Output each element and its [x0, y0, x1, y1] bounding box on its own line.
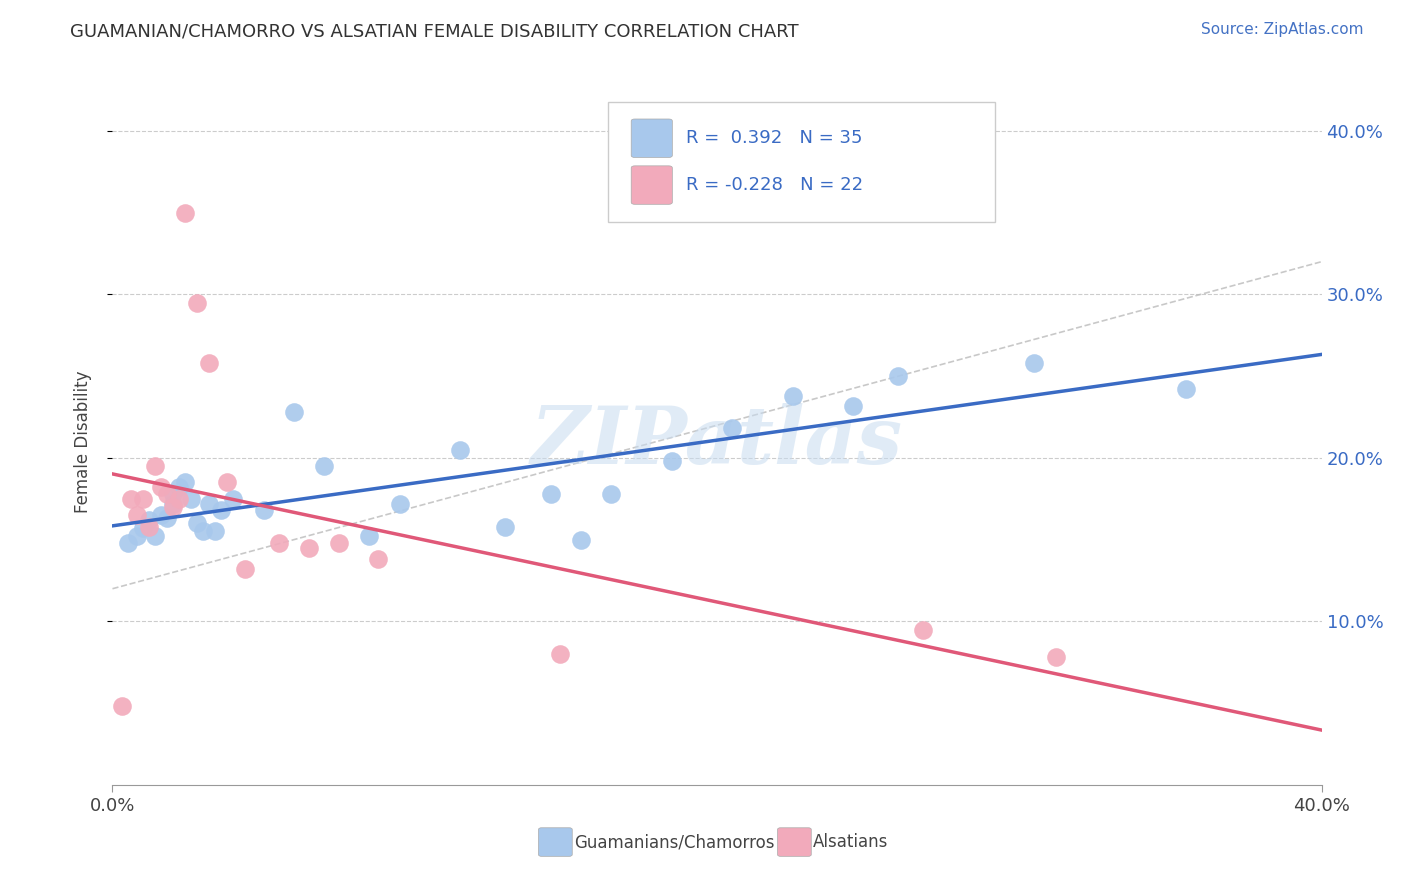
- Point: [120, 491, 142, 506]
- Point: [267, 536, 290, 550]
- Point: [1024, 356, 1046, 370]
- Y-axis label: Female Disability: Female Disability: [73, 370, 91, 513]
- Point: [298, 541, 321, 555]
- Point: [138, 519, 160, 533]
- Point: [217, 475, 239, 490]
- Point: [359, 529, 381, 543]
- Point: [162, 497, 184, 511]
- Point: [1174, 382, 1197, 396]
- Text: Alsatians: Alsatians: [813, 833, 889, 851]
- Point: [167, 480, 190, 494]
- Point: [162, 500, 184, 514]
- Point: [125, 508, 148, 523]
- Point: [253, 503, 276, 517]
- Point: [449, 442, 471, 457]
- Point: [548, 647, 571, 661]
- Point: [117, 536, 139, 550]
- Point: [156, 511, 179, 525]
- Point: [314, 458, 336, 473]
- Point: [328, 536, 350, 550]
- Point: [721, 421, 744, 435]
- Point: [132, 521, 155, 535]
- Point: [209, 503, 232, 517]
- FancyBboxPatch shape: [631, 166, 672, 204]
- Point: [600, 487, 623, 501]
- Point: [204, 524, 226, 539]
- Point: [782, 389, 804, 403]
- Point: [162, 487, 184, 501]
- Point: [222, 491, 245, 506]
- Text: Guamanians/Chamorros: Guamanians/Chamorros: [574, 833, 775, 851]
- Point: [174, 475, 197, 490]
- Point: [367, 552, 389, 566]
- Point: [138, 513, 160, 527]
- Text: R =  0.392   N = 35: R = 0.392 N = 35: [686, 129, 862, 147]
- Point: [198, 356, 221, 370]
- Point: [149, 508, 172, 523]
- Point: [186, 295, 208, 310]
- Point: [125, 529, 148, 543]
- Text: GUAMANIAN/CHAMORRO VS ALSATIAN FEMALE DISABILITY CORRELATION CHART: GUAMANIAN/CHAMORRO VS ALSATIAN FEMALE DI…: [70, 22, 799, 40]
- Point: [661, 454, 683, 468]
- Point: [1045, 650, 1067, 665]
- Point: [174, 205, 197, 219]
- Point: [156, 487, 179, 501]
- Point: [495, 519, 517, 533]
- FancyBboxPatch shape: [631, 119, 672, 158]
- Point: [283, 405, 305, 419]
- Point: [191, 524, 214, 539]
- Point: [842, 399, 865, 413]
- FancyBboxPatch shape: [609, 102, 995, 222]
- Point: [132, 491, 155, 506]
- Text: ZIPatlas: ZIPatlas: [531, 403, 903, 480]
- Point: [235, 562, 257, 576]
- Point: [198, 497, 221, 511]
- Point: [569, 533, 592, 547]
- Point: [167, 491, 190, 506]
- Text: R = -0.228   N = 22: R = -0.228 N = 22: [686, 176, 863, 194]
- Point: [143, 529, 166, 543]
- Point: [110, 699, 132, 714]
- Point: [540, 487, 562, 501]
- Point: [143, 458, 166, 473]
- Point: [180, 491, 202, 506]
- Point: [887, 369, 910, 384]
- Point: [388, 497, 411, 511]
- Point: [149, 480, 172, 494]
- Text: Source: ZipAtlas.com: Source: ZipAtlas.com: [1201, 22, 1364, 37]
- Point: [186, 516, 208, 531]
- Point: [911, 623, 934, 637]
